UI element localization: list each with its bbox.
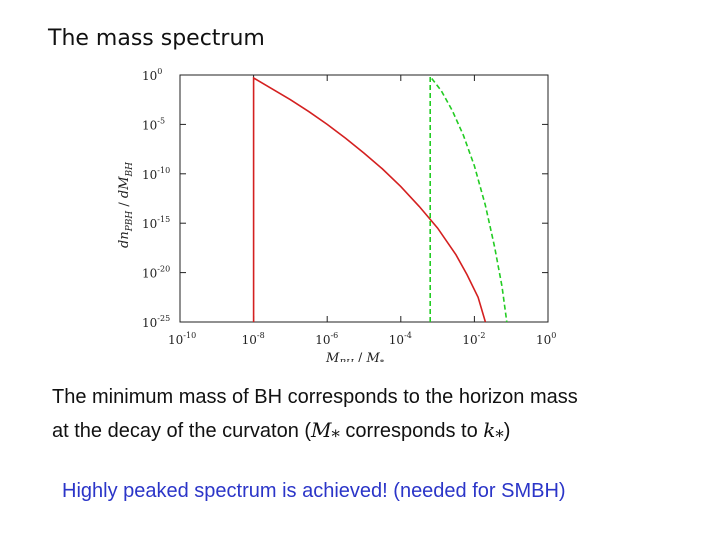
mass-spectrum-chart: dnPBH / dMBH 10-10 10-8 10-6 10-4 10-2 100 100…: [117, 67, 556, 362]
x-tick-label: 100: [536, 331, 556, 347]
slide-title: The mass spectrum: [48, 26, 265, 51]
x-tick-label: 10-4: [389, 331, 412, 347]
body-line-2: at the decay of the curvaton (M* corresp…: [52, 414, 692, 453]
x-tick-label: 10-8: [242, 331, 265, 347]
body-line-2-post: ): [503, 420, 511, 442]
series-line-2: [429, 74, 508, 323]
k-subscript: *: [495, 427, 504, 446]
m-star-symbol: M*: [311, 418, 340, 446]
series-group: [252, 74, 508, 323]
x-axis-label: MBH / M*: [325, 351, 385, 362]
y-tick-label: 10-5: [142, 116, 165, 132]
highlight-text: Highly peaked spectrum is achieved! (nee…: [62, 480, 566, 502]
y-tick-label: 10-15: [142, 215, 170, 231]
m-subscript: *: [331, 427, 340, 446]
y-axis-label: dnPBH / dMBH: [117, 162, 135, 248]
k-symbol: k: [483, 418, 496, 442]
x-tick-label: 10-2: [462, 331, 485, 347]
body-line-1: The minimum mass of BH corresponds to th…: [52, 386, 578, 408]
axis-title-text: dnPBH / dMBH: [117, 162, 135, 248]
plot-frame: [179, 74, 549, 323]
axis-ticks: 10-10 10-8 10-6 10-4 10-2 100 100 10-5 10-10 10-1…: [142, 67, 556, 347]
series-line-1: [252, 76, 487, 323]
x-tick-label: 10-10: [168, 331, 196, 347]
y-tick-label: 10-10: [142, 166, 170, 182]
y-tick-label: 10-25: [142, 314, 170, 330]
body-line-2-mid: corresponds to: [339, 420, 484, 442]
body-text: The minimum mass of BH corresponds to th…: [52, 381, 692, 453]
axis-title-text: MBH / M*: [325, 351, 385, 362]
y-tick-label: 100: [142, 67, 162, 83]
k-star-symbol: k*: [483, 418, 503, 446]
body-line-2-pre: at the decay of the curvaton (: [52, 420, 312, 442]
y-tick-label: 10-20: [142, 265, 170, 281]
m-symbol: M: [311, 418, 332, 442]
x-tick-label: 10-6: [315, 331, 338, 347]
